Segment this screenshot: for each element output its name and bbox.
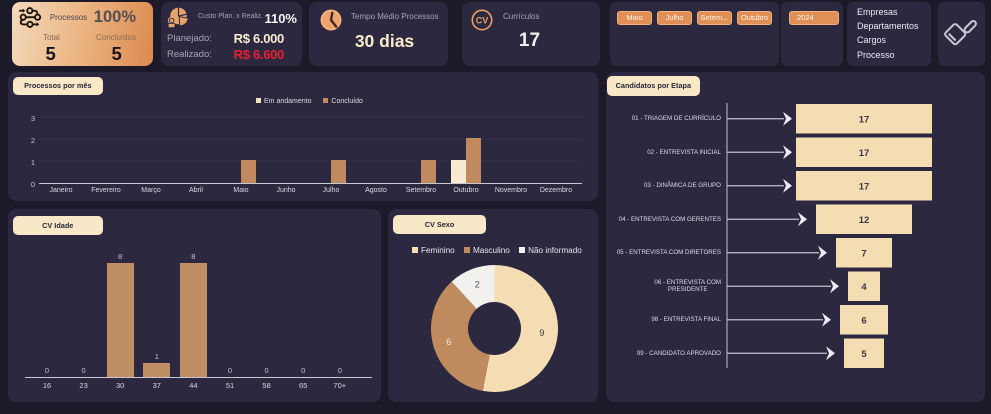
svg-text:2: 2 [474, 279, 479, 289]
svg-text:7: 7 [861, 248, 866, 259]
svg-text:4: 4 [861, 282, 867, 293]
svg-text:CV: CV [476, 15, 489, 25]
svg-text:6: 6 [446, 336, 451, 346]
svg-text:17: 17 [859, 181, 870, 192]
svg-text:5: 5 [861, 349, 867, 360]
svg-text:6: 6 [861, 315, 866, 326]
svg-text:17: 17 [859, 148, 870, 159]
svg-text:9: 9 [539, 328, 544, 338]
svg-text:12: 12 [859, 215, 870, 226]
svg-text:17: 17 [859, 114, 870, 125]
